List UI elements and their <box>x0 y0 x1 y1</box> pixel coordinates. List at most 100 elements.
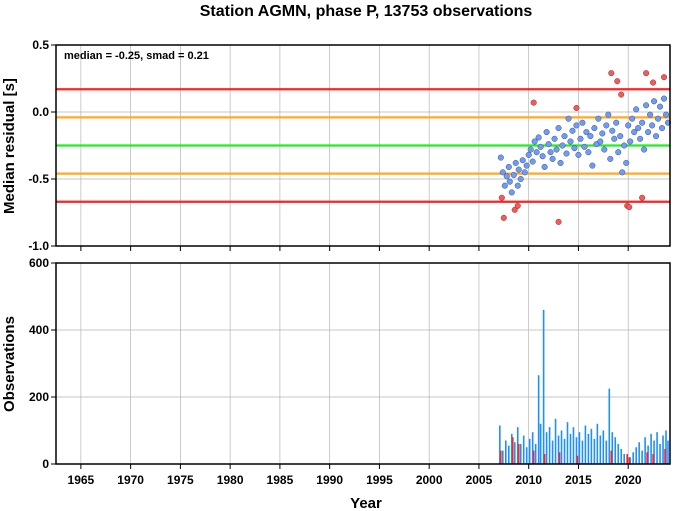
residual-point <box>535 134 542 141</box>
reference-lines <box>56 88 670 203</box>
observations-y-label: Observations <box>1 316 18 412</box>
stats-annotation: median = -0.25, smad = 0.21 <box>64 50 209 62</box>
residual-point <box>503 173 510 180</box>
observations-frame <box>55 262 671 465</box>
residual-point <box>587 133 594 140</box>
residual-point <box>523 162 530 169</box>
x-tick-label: 2015 <box>565 473 592 487</box>
residual-frame <box>55 44 671 247</box>
y-tick-label: 600 <box>29 256 49 270</box>
residual-point <box>635 125 642 132</box>
residual-point <box>637 135 644 142</box>
residual-point <box>541 163 548 170</box>
residual-point <box>601 146 608 153</box>
residual-point <box>497 154 504 161</box>
year-x-ticks: 1965 1970 1975 1980 1985 1990 1995 2000 2005 2010… <box>68 464 642 487</box>
outlier-point <box>511 206 518 213</box>
residual-point <box>521 169 528 176</box>
residual-point <box>663 111 670 118</box>
residual-point <box>519 157 526 164</box>
residual-points <box>497 70 672 225</box>
residual-point <box>619 169 626 176</box>
outlier-point <box>555 218 562 225</box>
residual-point <box>553 146 560 153</box>
residual-point <box>551 135 558 142</box>
residual-point <box>512 159 519 166</box>
x-tick-label: 2005 <box>466 473 493 487</box>
x-tick-label: 1990 <box>316 473 343 487</box>
residual-panel: 0.5 0.0 -0.5 -1.0 median = -0.25, smad = 0.… <box>1 38 672 253</box>
residual-point <box>569 127 576 134</box>
y-tick-label: 0.5 <box>32 38 49 52</box>
y-tick-label: 400 <box>29 323 49 337</box>
y-tick-label: -0.5 <box>28 172 49 186</box>
residual-point <box>531 138 538 145</box>
residual-point <box>621 142 628 149</box>
x-tick-label: 2010 <box>515 473 542 487</box>
outlier-point <box>618 91 625 98</box>
residual-point <box>585 149 592 156</box>
residual-point <box>617 133 624 140</box>
outlier-point <box>643 70 650 77</box>
residual-point <box>605 111 612 118</box>
residual-grid <box>56 44 670 251</box>
residual-point <box>633 106 640 113</box>
x-tick-label: 1985 <box>267 473 294 487</box>
residual-point <box>651 98 658 105</box>
residual-y-ticks: 0.5 0.0 -0.5 -1.0 <box>28 38 56 253</box>
residual-point <box>653 133 660 140</box>
residual-point <box>499 169 506 176</box>
y-tick-label: -1.0 <box>28 239 49 253</box>
residual-point <box>631 129 638 136</box>
y-tick-label: 0.0 <box>32 105 49 119</box>
outlier-point <box>626 204 633 211</box>
residual-point <box>561 133 568 140</box>
residual-point <box>583 129 590 136</box>
x-tick-label: 1970 <box>117 473 144 487</box>
residual-point <box>527 146 534 153</box>
residual-point <box>539 153 546 160</box>
y-tick-label: 200 <box>29 390 49 404</box>
residual-point <box>657 103 664 110</box>
x-tick-label: 2020 <box>615 473 642 487</box>
chart-title: Station AGMN, phase P, 13753 observation… <box>200 3 533 20</box>
residual-point <box>557 159 564 166</box>
observation-bars <box>499 309 669 464</box>
residual-point <box>615 149 622 156</box>
outlier-point <box>573 104 580 111</box>
outlier-point <box>500 214 507 221</box>
x-tick-label: 1980 <box>217 473 244 487</box>
residual-point <box>611 135 618 142</box>
residual-point <box>661 95 668 102</box>
residual-point <box>645 129 652 136</box>
y-tick-label: 0 <box>42 457 49 471</box>
x-tick-label: 1995 <box>366 473 393 487</box>
year-x-label: Year <box>350 495 382 511</box>
outlier-point <box>608 70 615 77</box>
residual-point <box>529 158 536 165</box>
residual-point <box>659 125 666 132</box>
residual-point <box>506 178 513 185</box>
residual-point <box>629 115 636 122</box>
residual-point <box>559 142 566 149</box>
residual-point <box>510 171 517 178</box>
residual-point <box>603 122 610 129</box>
residual-point <box>641 146 648 153</box>
outlier-point <box>530 99 537 106</box>
residual-point <box>649 122 656 129</box>
residual-point <box>547 149 554 156</box>
residual-point <box>607 155 614 162</box>
residual-point <box>589 162 596 169</box>
residual-point <box>577 135 584 142</box>
residual-point <box>537 143 544 150</box>
outlier-point <box>650 79 657 86</box>
outlier-point <box>614 78 621 85</box>
residual-point <box>505 163 512 170</box>
residual-point <box>515 166 522 173</box>
residual-point <box>595 115 602 122</box>
outlier-point <box>639 194 646 201</box>
residual-point <box>581 143 588 150</box>
residual-point <box>555 125 562 132</box>
residual-point <box>597 138 604 145</box>
